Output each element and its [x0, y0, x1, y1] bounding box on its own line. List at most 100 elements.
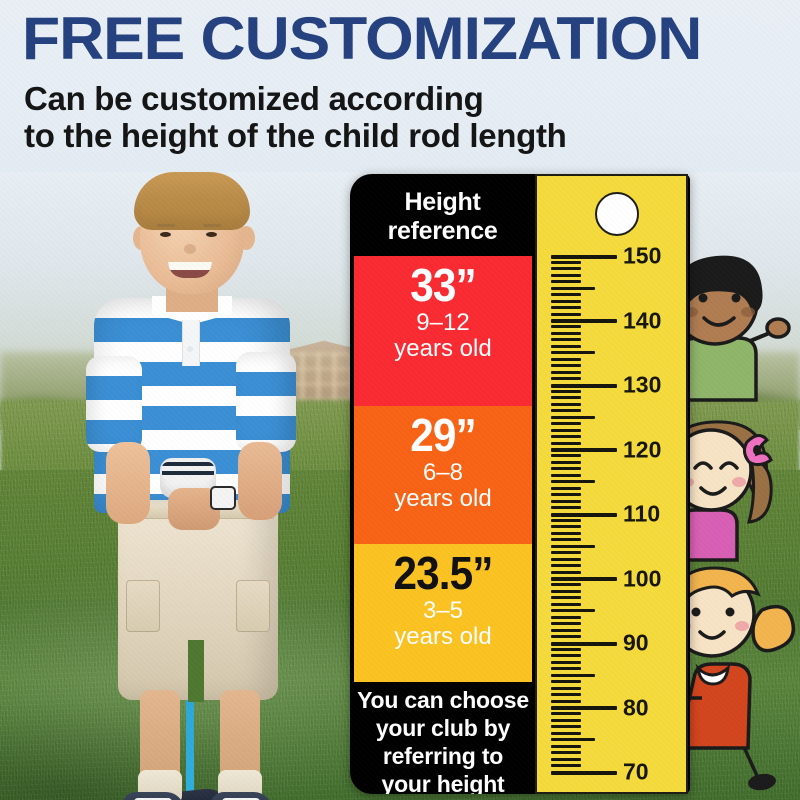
page-subtitle-line-2: to the height of the child rod length — [24, 117, 567, 154]
ruler-tick-minor — [551, 589, 581, 593]
boy-shoe-left — [122, 792, 184, 800]
ruler-tick-minor — [551, 486, 581, 490]
ruler-label-130: 130 — [623, 371, 662, 398]
panel-left-column: Height reference 33” 9–12 years old 29” … — [350, 174, 535, 794]
ruler-tick-minor — [551, 454, 581, 458]
ruler-tick-minor — [551, 377, 581, 381]
ruler-tick-minor — [551, 660, 581, 664]
header-band: FREE CUSTOMIZATION Can be customized acc… — [0, 0, 800, 172]
size-band-red-age-unit: years old — [394, 335, 492, 362]
ruler-tick-minor — [551, 435, 581, 439]
size-band-red[interactable]: 33” 9–12 years old — [354, 256, 532, 406]
ruler-tick-minor — [551, 667, 581, 671]
size-band-orange[interactable]: 29” 6–8 years old — [354, 406, 532, 544]
ruler-tick-minor — [551, 531, 581, 535]
ruler-tick-minor — [551, 499, 581, 503]
size-band-amber[interactable]: 23.5” 3–5 years old — [354, 544, 532, 682]
ruler-tick-marks: 150 140 130 120 110 100 90 80 70 — [551, 244, 686, 783]
ruler-tick-minor — [551, 415, 595, 419]
ruler-tick-major — [551, 254, 617, 259]
ruler-tick-minor — [551, 731, 581, 735]
ruler-tick-minor — [551, 622, 581, 626]
ruler-tick-minor — [551, 460, 581, 464]
ruler-tick-minor — [551, 260, 581, 264]
ruler-tick-minor — [551, 609, 595, 613]
boy-mouth — [168, 262, 212, 278]
boy-pocket-left — [126, 580, 160, 632]
page-subtitle-line-1: Can be customized according — [24, 80, 484, 117]
ruler-tick-minor — [551, 583, 581, 587]
ruler-label-70: 70 — [623, 758, 649, 785]
size-band-amber-size: 23.5” — [393, 547, 494, 599]
page-subtitle: Can be customized according to the heigh… — [24, 80, 764, 154]
panel-title-line-2: reference — [387, 217, 498, 245]
ruler-tick-minor — [551, 602, 581, 606]
ruler-tick-minor — [551, 654, 581, 658]
ruler-tick-minor — [551, 293, 581, 297]
boy-pocket-right — [236, 580, 270, 632]
ruler-label-140: 140 — [623, 307, 662, 333]
ruler-tick-major — [551, 512, 617, 517]
panel-note-line-4: your height — [381, 771, 505, 794]
ruler-tick-minor — [551, 364, 581, 368]
ruler-tick-minor — [551, 267, 581, 271]
boy-arm-left — [106, 442, 150, 524]
boy-shoe-laces-right — [222, 798, 260, 800]
ruler-tick-minor — [551, 764, 581, 768]
ruler-label-110: 110 — [623, 500, 661, 527]
boy-eye-right — [206, 232, 217, 237]
boy-button — [187, 346, 193, 352]
ruler-tick-major — [551, 448, 617, 452]
ruler-tick-minor — [551, 757, 581, 761]
ruler-tick-minor — [551, 338, 581, 342]
size-band-orange-age: 6–8 — [422, 459, 464, 486]
ruler-tick-minor — [551, 699, 581, 703]
boy-teeth — [168, 262, 212, 270]
page-title: FREE CUSTOMIZATION — [22, 5, 702, 72]
boy-hair-shadow — [142, 200, 242, 222]
boy-shoe-right — [210, 792, 272, 800]
boy-leg-gap — [188, 640, 204, 702]
ruler-tick-minor — [551, 693, 581, 697]
ruler-tick-minor — [551, 680, 581, 684]
ruler-tick-minor — [551, 525, 581, 529]
ruler-tick-minor — [551, 312, 581, 316]
ruler-tick-minor — [551, 725, 581, 729]
ruler-tick-minor — [551, 506, 581, 510]
boy-brow-left — [157, 224, 175, 227]
ruler-tick-minor — [551, 441, 581, 445]
panel-note-line-2: your club by — [375, 715, 511, 741]
size-band-orange-size: 29” — [410, 409, 476, 461]
panel-note-line-1: You can choose — [357, 687, 529, 713]
ruler-tick-minor — [551, 493, 581, 497]
ruler-tick-minor — [551, 557, 581, 561]
panel-title-line-1: Height — [404, 188, 481, 216]
ruler-tick-minor — [551, 744, 581, 748]
boy-arm-right — [238, 442, 282, 520]
ruler-tick-minor — [551, 738, 595, 742]
boy-eye-left — [160, 232, 171, 237]
ruler-tick-minor — [551, 628, 581, 632]
ruler-tick-major — [551, 319, 617, 323]
ruler-tick-minor — [551, 686, 581, 690]
panel-title: Height reference — [350, 188, 535, 246]
size-band-list: 33” 9–12 years old 29” 6–8 years old 23.… — [354, 256, 532, 682]
hanging-hole — [595, 192, 639, 236]
boy-glove-stripes — [162, 462, 214, 480]
boy-wristwatch — [210, 486, 236, 510]
ruler-tick-minor — [551, 286, 595, 290]
ruler-tick-minor — [551, 635, 581, 639]
ruler-tick-minor — [551, 273, 581, 277]
ruler-tick-minor — [551, 538, 581, 542]
size-band-red-age: 9–12 — [416, 309, 470, 336]
ruler-tick-minor — [551, 570, 581, 574]
ruler-tick-minor — [551, 544, 595, 548]
boy-brow-right — [203, 224, 221, 227]
ruler-tick-minor — [551, 712, 581, 716]
ruler-tick-minor — [551, 673, 595, 677]
ruler-tick-minor — [551, 409, 581, 413]
ruler-tick-minor — [551, 325, 581, 329]
size-band-amber-age-unit: years old — [394, 623, 492, 650]
ruler-tick-major — [551, 770, 617, 775]
